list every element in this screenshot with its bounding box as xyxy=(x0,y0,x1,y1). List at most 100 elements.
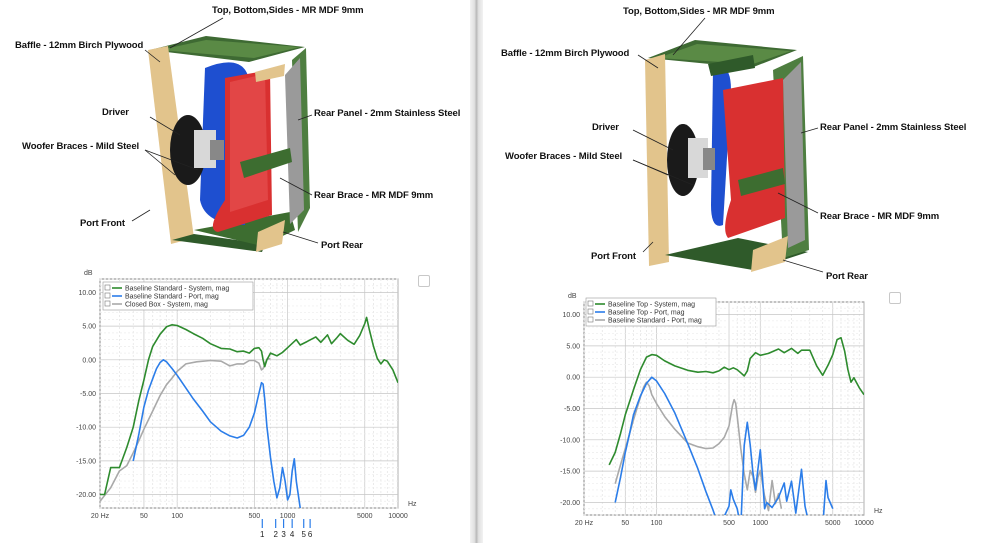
port-rear-block xyxy=(256,220,285,252)
x-tick-label: 500 xyxy=(723,520,735,527)
checkbox-icon[interactable] xyxy=(418,275,430,287)
label-port-front: Port Front xyxy=(591,251,636,262)
baffle-panel xyxy=(645,54,669,266)
x-tick-label: 50 xyxy=(621,520,629,527)
y-tick-label: -5.00 xyxy=(564,406,580,413)
x-tick-label: 5000 xyxy=(357,513,373,520)
x-tick-label: 500 xyxy=(249,513,261,520)
x-tick-label: 20 Hz xyxy=(575,520,594,527)
x-tick-label: 10000 xyxy=(388,513,408,520)
y-tick-label: -10.00 xyxy=(76,425,96,432)
label-top-panels: Top, Bottom,Sides - MR MDF 9mm xyxy=(212,5,364,16)
speaker-cutaway-diagram-right xyxy=(632,17,824,273)
right-page: Top, Bottom,Sides - MR MDF 9mm Baffle - … xyxy=(483,0,985,543)
series-line xyxy=(100,316,398,496)
resonance-marker-label: 6 xyxy=(308,530,313,539)
y-tick-label: 5.00 xyxy=(82,324,96,331)
y-tick-label: -20.00 xyxy=(560,500,580,507)
x-tick-label: 100 xyxy=(171,513,183,520)
legend-checkbox xyxy=(587,300,594,307)
speaker-cutaway-diagram xyxy=(131,17,319,252)
rear-panel xyxy=(285,58,304,224)
label-rear-panel: Rear Panel - 2mm Stainless Steel xyxy=(820,122,967,133)
legend-checkbox xyxy=(104,284,111,291)
label-baffle: Baffle - 12mm Birch Plywood xyxy=(501,48,630,59)
series-line xyxy=(614,376,834,515)
y-axis-label: dB xyxy=(568,293,577,300)
label-port-rear: Port Rear xyxy=(826,271,868,282)
label-port-rear: Port Rear xyxy=(321,240,363,251)
resonance-marker-label: 2 xyxy=(273,530,278,539)
chart-ticks: 10.00 5.00 0.00 -5.00 -10.00 -15.00 -20.00 20 H… xyxy=(76,270,417,520)
checkbox-icon[interactable] xyxy=(889,292,901,304)
x-tick-label: 10000 xyxy=(854,520,874,527)
label-driver: Driver xyxy=(102,107,129,118)
legend-checkbox xyxy=(587,308,594,315)
legend-checkbox xyxy=(104,292,111,299)
y-tick-label: 10.00 xyxy=(78,290,96,297)
rear-brace xyxy=(738,168,785,196)
y-tick-label: 0.00 xyxy=(82,357,96,364)
chart-ticks: 10.00 5.00 0.00 -5.00 -10.00 -15.00 -20.00 20 H… xyxy=(560,293,883,527)
y-tick-label: -15.00 xyxy=(76,458,96,465)
y-tick-label: 0.00 xyxy=(566,375,580,382)
series-line xyxy=(100,357,271,502)
left-page: Top, Bottom,Sides - MR MDF 9mm Baffle - … xyxy=(0,0,470,543)
y-tick-label: -15.00 xyxy=(560,469,580,476)
y-tick-label: 5.00 xyxy=(566,343,580,350)
y-tick-label: -5.00 xyxy=(80,391,96,398)
chart-grid xyxy=(99,278,399,509)
x-tick-label: 20 Hz xyxy=(91,513,110,520)
legend-box xyxy=(102,281,254,311)
x-tick-label: 100 xyxy=(651,520,663,527)
y-tick-label: -10.00 xyxy=(560,437,580,444)
label-top-panels: Top, Bottom,Sides - MR MDF 9mm xyxy=(623,6,775,17)
series-line xyxy=(608,336,864,466)
legend-label: Baseline Standard - Port, mag xyxy=(608,318,702,325)
label-baffle: Baffle - 12mm Birch Plywood xyxy=(15,40,144,51)
x-tick-label: 5000 xyxy=(825,520,841,527)
x-axis-label: Hz xyxy=(874,508,883,515)
legend-label: Baseline Standard - Port, mag xyxy=(125,294,219,301)
chart-series xyxy=(100,316,398,508)
rear-brace xyxy=(240,148,292,178)
label-rear-brace: Rear Brace - MR MDF 9mm xyxy=(820,211,940,222)
book-spine-divider xyxy=(470,0,483,543)
frequency-response-chart-left: 10.00 5.00 0.00 -5.00 -10.00 -15.00 -20.00 20 H… xyxy=(76,270,417,539)
resonance-marker-label: 1 xyxy=(260,530,265,539)
series-line xyxy=(132,359,301,508)
y-tick-label: 10.00 xyxy=(562,312,580,319)
legend-label: Baseline Top - Port, mag xyxy=(608,310,685,317)
chart-legend: Baseline Standard - System, magBaseline … xyxy=(102,281,254,311)
x-axis-label: Hz xyxy=(408,501,417,508)
legend-checkbox xyxy=(587,316,594,323)
x-tick-label: 1000 xyxy=(280,513,296,520)
legend-label: Baseline Standard - System, mag xyxy=(125,286,229,293)
label-rear-brace: Rear Brace - MR MDF 9mm xyxy=(314,190,434,201)
legend-box xyxy=(585,297,717,327)
chart-series xyxy=(608,336,864,515)
red-port-wall xyxy=(723,78,785,238)
chart-grid xyxy=(583,301,865,516)
resonance-marker-label: 5 xyxy=(301,530,306,539)
bottom-panel xyxy=(172,234,265,252)
label-woofer-braces: Woofer Braces - Mild Steel xyxy=(505,151,623,162)
frequency-response-chart-right: 10.00 5.00 0.00 -5.00 -10.00 -15.00 -20.00 20 H… xyxy=(560,293,883,527)
label-woofer-braces: Woofer Braces - Mild Steel xyxy=(22,141,140,152)
x-tick-label: 50 xyxy=(140,513,148,520)
x-tick-label: 1000 xyxy=(752,520,768,527)
resonance-marker-label: 4 xyxy=(290,530,295,539)
label-port-front: Port Front xyxy=(80,218,125,229)
legend-label: Closed Box - System, mag xyxy=(125,302,208,309)
resonance-marker-label: 3 xyxy=(281,530,286,539)
label-rear-panel: Rear Panel - 2mm Stainless Steel xyxy=(314,108,461,119)
legend-label: Baseline Top - System, mag xyxy=(608,302,695,309)
label-driver: Driver xyxy=(592,122,619,133)
y-tick-label: -20.00 xyxy=(76,492,96,499)
y-axis-label: dB xyxy=(84,270,93,277)
rear-panel xyxy=(783,62,805,248)
port-rear-block xyxy=(751,236,788,272)
legend-checkbox xyxy=(104,300,111,307)
